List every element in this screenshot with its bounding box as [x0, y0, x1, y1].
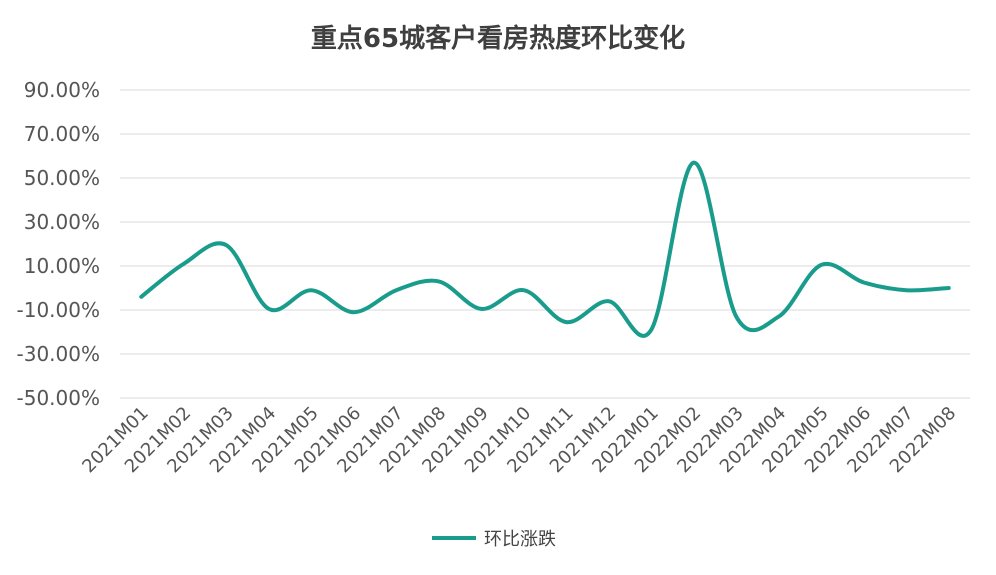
y-axis-tick-labels: 90.00% 70.00% 50.00% 30.00% 10.00% -10.00% -30… — [17, 78, 100, 410]
y-tick-label: 50.00% — [24, 166, 100, 190]
y-tick-label: 10.00% — [24, 254, 100, 278]
y-tick-label: 90.00% — [24, 78, 100, 102]
legend-label: 环比涨跌 — [484, 529, 556, 550]
gridlines — [120, 89, 970, 399]
chart-title: 重点65城客户看房热度环比变化 — [310, 24, 686, 54]
legend: 环比涨跌 — [432, 529, 556, 550]
series-line — [139, 160, 951, 338]
y-tick-label: -50.00% — [17, 386, 100, 410]
y-tick-label: -30.00% — [17, 342, 100, 366]
y-tick-label: 30.00% — [24, 210, 100, 234]
series-lines — [139, 160, 951, 338]
y-tick-label: -10.00% — [17, 298, 100, 322]
y-tick-label: 70.00% — [24, 122, 100, 146]
x-axis-tick-labels: 2021M012021M022021M032021M042021M052021M… — [78, 403, 960, 477]
